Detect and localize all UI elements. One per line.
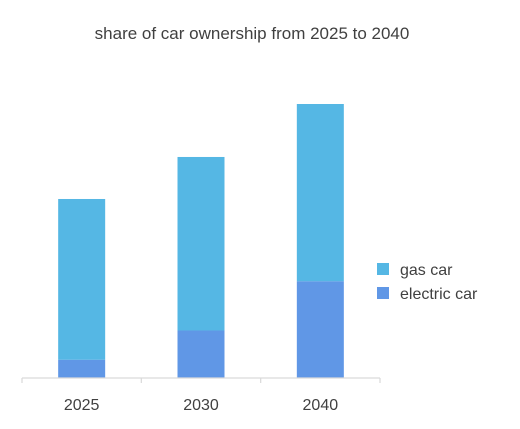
x-tick-label: 2030 <box>183 397 219 414</box>
bars-group <box>58 104 344 378</box>
legend-swatch-electric-car <box>377 287 389 299</box>
x-tick-label: 2025 <box>64 397 100 414</box>
bar-electric-car-2025 <box>58 359 106 378</box>
x-tick-label: 2040 <box>303 397 339 414</box>
bar-electric-car-2040 <box>296 281 344 378</box>
bar-gas-car-2030 <box>177 156 225 331</box>
bar-electric-car-2030 <box>177 330 225 378</box>
bar-gas-car-2025 <box>58 198 106 360</box>
legend: gas car electric car <box>377 262 478 303</box>
legend-label-gas-car: gas car <box>400 262 453 279</box>
bar-gas-car-2040 <box>296 104 344 282</box>
chart-title: share of car ownership from 2025 to 2040 <box>95 24 410 43</box>
legend-label-electric-car: electric car <box>400 286 478 303</box>
legend-swatch-gas-car <box>377 263 389 275</box>
x-axis: 2025 2030 2040 <box>21 377 381 414</box>
